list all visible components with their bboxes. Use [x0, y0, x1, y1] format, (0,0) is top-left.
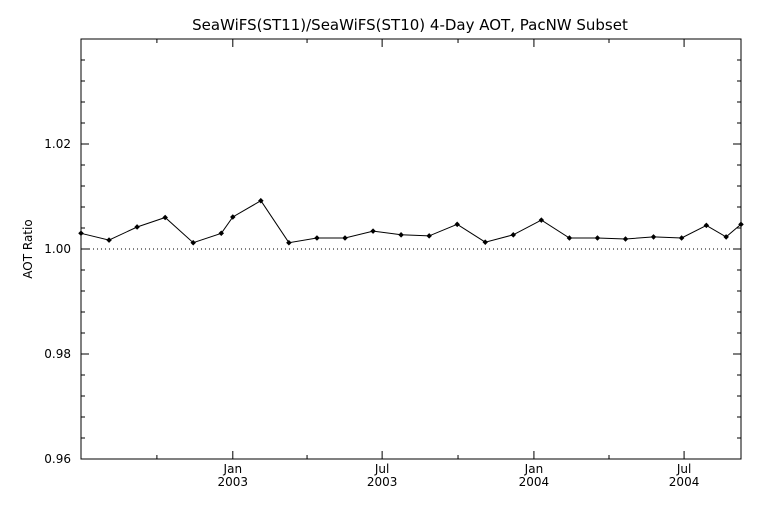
data-point: [218, 230, 225, 237]
data-point: [106, 237, 112, 243]
x-tick-label-month: Jan: [223, 462, 243, 476]
y-tick-label: 1.02: [44, 137, 71, 151]
y-axis-label: AOT Ratio: [21, 219, 35, 278]
data-point: [286, 239, 292, 246]
data-point: [723, 234, 729, 240]
data-point: [342, 235, 348, 241]
y-tick-label: 0.98: [44, 347, 71, 361]
y-axis: 0.96 0.98 1.00 1.02: [44, 38, 741, 466]
data-point: [566, 235, 573, 241]
y-tick-label: 0.96: [44, 452, 71, 466]
data-point: [622, 236, 629, 242]
data-point: [703, 222, 710, 229]
data-point: [398, 232, 404, 238]
data-point: [258, 197, 264, 204]
data-point: [482, 239, 489, 245]
data-point: [538, 217, 545, 223]
data-point: [454, 221, 460, 228]
series-line: [80, 200, 742, 244]
x-tick-label-month: Jul: [676, 462, 691, 476]
data-point: [678, 235, 685, 241]
data-point: [594, 235, 601, 241]
data-point: [738, 221, 744, 228]
x-tick-label-month: Jan: [524, 462, 544, 476]
data-point: [370, 228, 376, 234]
chart-title: SeaWiFS(ST11)/SeaWiFS(ST10) 4-Day AOT, P…: [192, 16, 628, 34]
data-point: [190, 239, 196, 246]
x-tick-label-year: 2003: [367, 475, 398, 489]
data-point: [78, 230, 84, 237]
x-tick-label-year: 2003: [218, 475, 249, 489]
data-point: [510, 232, 517, 238]
x-tick-label-month: Jul: [374, 462, 389, 476]
plot-frame: [80, 38, 742, 460]
data-point: [314, 235, 320, 241]
data-point: [230, 214, 236, 220]
data-point: [650, 234, 657, 240]
data-point: [162, 214, 168, 221]
data-point: [134, 224, 140, 230]
data-point: [426, 233, 432, 239]
x-tick-label-year: 2004: [669, 475, 700, 489]
series-markers: [78, 197, 744, 246]
x-tick-label-year: 2004: [519, 475, 550, 489]
y-tick-label: 1.00: [44, 242, 71, 256]
